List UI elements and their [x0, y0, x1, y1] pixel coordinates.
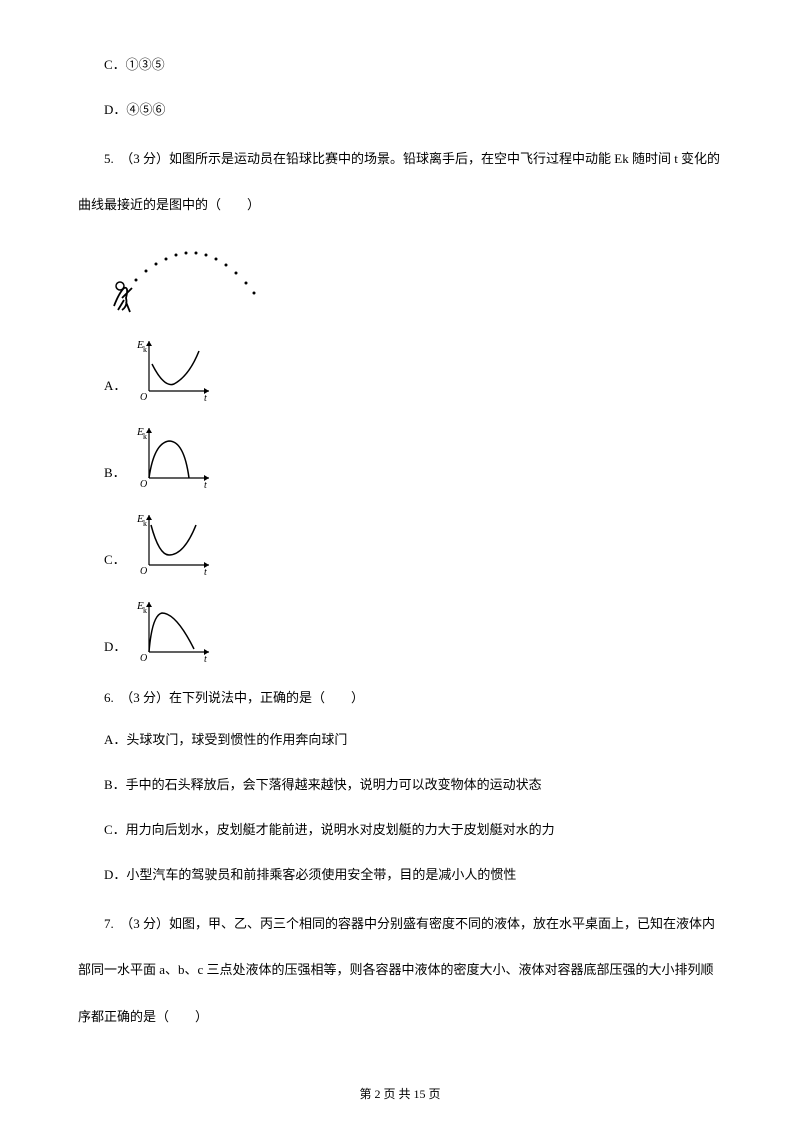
graph-a: E k t O: [134, 336, 214, 401]
graph-d: E k t O: [134, 597, 214, 662]
option-b-label: B．: [104, 463, 126, 488]
option-c[interactable]: C．①③⑤: [78, 55, 722, 76]
q7-text-line1: 7. （3 分）如图，甲、乙、丙三个相同的容器中分别盛有密度不同的液体，放在水平…: [78, 910, 722, 939]
option-c-label: C．: [104, 550, 126, 575]
svg-text:O: O: [140, 479, 147, 488]
q5-option-b[interactable]: B． E k t O: [104, 423, 722, 488]
q6-option-b[interactable]: B．手中的石头释放后，会下落得越来越快，说明力可以改变物体的运动状态: [78, 775, 722, 796]
page-footer: 第 2 页 共 15 页: [0, 1085, 800, 1104]
svg-text:O: O: [140, 392, 147, 401]
graph-b: E k t O: [134, 423, 214, 488]
svg-text:k: k: [143, 345, 147, 354]
graph-c: E k t O: [134, 510, 214, 575]
option-d-label: D．: [104, 637, 126, 662]
q7-text-line3: 序都正确的是（ ）: [78, 1003, 722, 1032]
option-d[interactable]: D．④⑤⑥: [78, 100, 722, 121]
q5-option-c[interactable]: C． E k t O: [104, 510, 722, 575]
q7-text-line2: 部同一水平面 a、b、c 三点处液体的压强相等，则各容器中液体的密度大小、液体对…: [78, 956, 722, 985]
svg-text:k: k: [143, 432, 147, 441]
svg-text:k: k: [143, 606, 147, 615]
svg-text:k: k: [143, 519, 147, 528]
q6-option-a[interactable]: A．头球攻门，球受到惯性的作用奔向球门: [78, 730, 722, 751]
svg-text:O: O: [140, 653, 147, 662]
q5-text-line2: 曲线最接近的是图中的（ ）: [78, 191, 722, 220]
svg-text:t: t: [204, 567, 207, 575]
q6-text: 6. （3 分）在下列说法中，正确的是（ ）: [78, 684, 722, 713]
svg-text:t: t: [204, 480, 207, 488]
svg-text:t: t: [204, 393, 207, 401]
svg-text:O: O: [140, 566, 147, 575]
svg-text:t: t: [204, 654, 207, 662]
option-a-label: A．: [104, 376, 126, 401]
q5-option-a[interactable]: A． E k t O: [104, 336, 722, 401]
q5-scene-figure: [104, 238, 722, 316]
q5-option-d[interactable]: D． E k t O: [104, 597, 722, 662]
q5-text-line1: 5. （3 分）如图所示是运动员在铅球比赛中的场景。铅球离手后，在空中飞行过程中…: [78, 145, 722, 174]
q6-option-d[interactable]: D．小型汽车的驾驶员和前排乘客必须使用安全带，目的是减小人的惯性: [78, 865, 722, 886]
q6-option-c[interactable]: C．用力向后划水，皮划艇才能前进，说明水对皮划艇的力大于皮划艇对水的力: [78, 820, 722, 841]
